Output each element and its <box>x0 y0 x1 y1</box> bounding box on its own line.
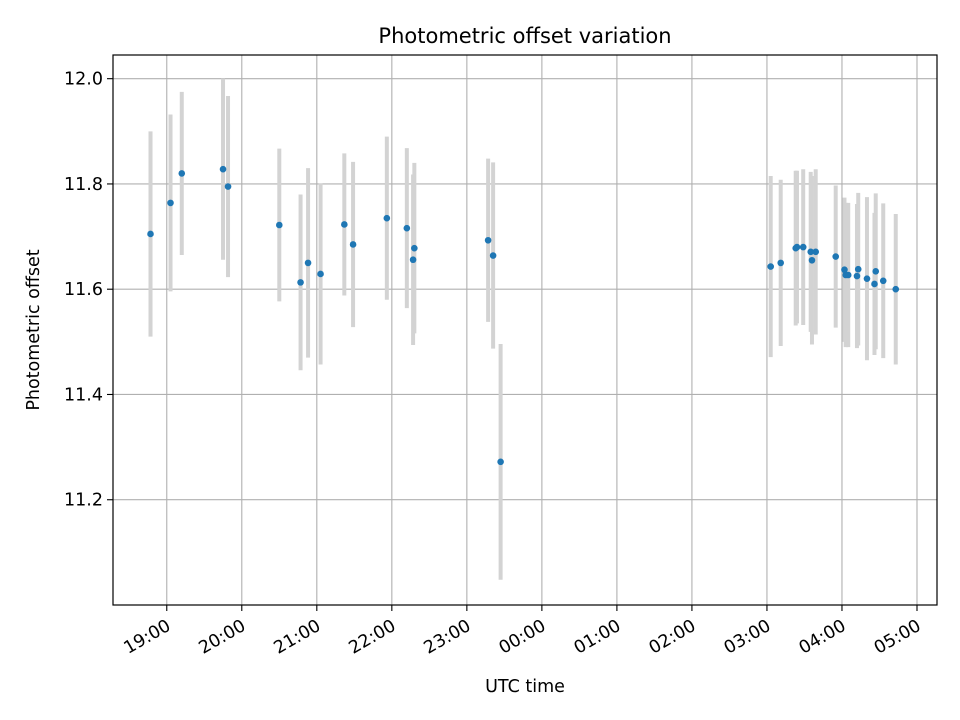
data-point <box>812 248 820 256</box>
data-point <box>297 279 304 286</box>
data-point <box>167 199 174 207</box>
x-axis-label: UTC time <box>485 677 565 697</box>
data-point <box>317 270 324 278</box>
y-tick-label: 11.2 <box>64 491 103 511</box>
data-point <box>147 230 154 238</box>
data-point <box>411 244 418 252</box>
data-point <box>409 256 417 264</box>
data-point <box>872 268 880 275</box>
plot-area-background <box>113 55 937 605</box>
data-point <box>892 285 900 293</box>
data-point <box>276 221 283 229</box>
data-point <box>349 241 357 248</box>
data-point <box>341 221 348 228</box>
data-point <box>841 266 848 274</box>
data-points <box>147 165 900 466</box>
data-point <box>777 259 785 267</box>
data-point <box>178 170 186 177</box>
data-point <box>497 458 504 466</box>
data-point <box>871 280 878 288</box>
data-point <box>304 259 312 267</box>
y-axis-ticks: 11.2 11.4 11.6 11.8 12.0 <box>64 70 113 511</box>
y-tick-label: 11.6 <box>64 280 103 300</box>
grid <box>113 55 937 605</box>
y-tick-label: 11.8 <box>64 175 103 195</box>
chart-title: Photometric offset variation <box>378 24 671 48</box>
data-point <box>863 275 871 282</box>
y-axis-label: Photometric offset <box>24 249 44 410</box>
data-point <box>844 271 852 279</box>
data-point <box>832 253 840 260</box>
data-point <box>854 265 862 273</box>
data-point <box>219 165 227 173</box>
data-point <box>799 243 807 251</box>
data-point <box>484 236 492 244</box>
y-tick-label: 12.0 <box>64 70 103 90</box>
data-point <box>383 214 391 222</box>
data-point <box>808 256 816 264</box>
y-tick-label: 11.4 <box>64 385 103 405</box>
data-point <box>853 272 861 280</box>
plot-frame <box>112 54 938 606</box>
data-point <box>793 243 801 251</box>
data-point <box>879 277 887 285</box>
data-point <box>403 224 411 232</box>
data-point <box>767 263 774 270</box>
data-point <box>224 183 232 190</box>
data-point <box>807 248 815 256</box>
data-point <box>489 252 497 259</box>
